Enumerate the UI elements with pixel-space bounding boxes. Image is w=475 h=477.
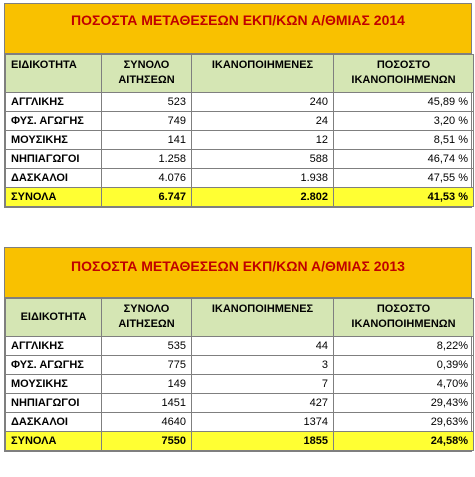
totals-percent: 24,58% [333,431,474,451]
table-row: ΜΟΥΣΙΚΗΣ 141 12 8,51 % [5,130,474,150]
cell-applications: 4640 [101,412,192,432]
cell-specialty: ΜΟΥΣΙΚΗΣ [5,374,102,394]
header-specialty: ΕΙΔΙΚΟΤΗΤΑ [5,54,102,93]
table-row: ΑΓΓΛΙΚΗΣ 523 240 45,89 % [5,92,474,112]
header-satisfied: ΙΚΑΝΟΠΟΙΗΜΕΝΕΣ [191,298,334,337]
totals-row: ΣΥΝΟΛΑ 6.747 2.802 41,53 % [5,187,474,207]
table-row: ΝΗΠΙΑΓΩΓΟΙ 1.258 588 46,74 % [5,149,474,169]
header-percent-line1: ΠΟΣΟΣΤΟ [376,59,431,71]
table-row: ΦΥΣ. ΑΓΩΓΗΣ 749 24 3,20 % [5,111,474,131]
totals-label: ΣΥΝΟΛΑ [5,187,102,207]
totals-satisfied: 2.802 [191,187,334,207]
table-title-2014: ΠΟΣΟΣΤΑ ΜΕΤΑΘΕΣΕΩΝ ΕΚΠ/ΚΩΝ Α/ΘΜΙΑΣ 2014 [5,4,471,54]
table-row: ΜΟΥΣΙΚΗΣ 149 7 4,70% [5,374,474,394]
table-2014: ΠΟΣΟΣΤΑ ΜΕΤΑΘΕΣΕΩΝ ΕΚΠ/ΚΩΝ Α/ΘΜΙΑΣ 2014 … [4,3,474,208]
header-total-line1: ΣΥΝΟΛΟ [123,59,170,71]
cell-percent: 47,55 % [333,168,474,188]
cell-applications: 749 [101,111,192,131]
cell-satisfied: 427 [191,393,334,413]
totals-label: ΣΥΝΟΛΑ [5,431,102,451]
cell-percent: 46,74 % [333,149,474,169]
cell-applications: 1.258 [101,149,192,169]
cell-specialty: ΜΟΥΣΙΚΗΣ [5,130,102,150]
cell-specialty: ΑΓΓΛΙΚΗΣ [5,336,102,356]
table-row: ΝΗΠΙΑΓΩΓΟΙ 1451 427 29,43% [5,393,474,413]
header-percent-line2: ΙΚΑΝΟΠΟΙΗΜΕΝΩΝ [351,318,456,330]
cell-specialty: ΝΗΠΙΑΓΩΓΟΙ [5,149,102,169]
cell-percent: 8,51 % [333,130,474,150]
totals-percent: 41,53 % [333,187,474,207]
header-total-line1: ΣΥΝΟΛΟ [123,303,170,315]
header-total-applications: ΣΥΝΟΛΟ ΑΙΤΗΣΕΩΝ [101,54,192,93]
cell-satisfied: 240 [191,92,334,112]
cell-applications: 149 [101,374,192,394]
cell-applications: 1451 [101,393,192,413]
header-percent: ΠΟΣΟΣΤΟ ΙΚΑΝΟΠΟΙΗΜΕΝΩΝ [333,54,474,93]
totals-satisfied: 1855 [191,431,334,451]
totals-row: ΣΥΝΟΛΑ 7550 1855 24,58% [5,431,474,451]
cell-applications: 535 [101,336,192,356]
cell-satisfied: 588 [191,149,334,169]
cell-percent: 4,70% [333,374,474,394]
cell-applications: 4.076 [101,168,192,188]
totals-applications: 6.747 [101,187,192,207]
table-2013: ΠΟΣΟΣΤΑ ΜΕΤΑΘΕΣΕΩΝ ΕΚΠ/ΚΩΝ Α/ΘΜΙΑΣ 2013 … [4,247,474,452]
table-title-2013: ΠΟΣΟΣΤΑ ΜΕΤΑΘΕΣΕΩΝ ΕΚΠ/ΚΩΝ Α/ΘΜΙΑΣ 2013 [5,248,471,298]
table-row: ΔΑΣΚΑΛΟΙ 4640 1374 29,63% [5,412,474,432]
cell-percent: 45,89 % [333,92,474,112]
header-row: ΕΙΔΙΚΟΤΗΤΑ ΣΥΝΟΛΟ ΑΙΤΗΣΕΩΝ ΙΚΑΝΟΠΟΙΗΜΕΝΕ… [5,54,474,93]
cell-specialty: ΦΥΣ. ΑΓΩΓΗΣ [5,111,102,131]
cell-specialty: ΑΓΓΛΙΚΗΣ [5,92,102,112]
cell-satisfied: 1374 [191,412,334,432]
header-satisfied: ΙΚΑΝΟΠΟΙΗΜΕΝΕΣ [191,54,334,93]
table-row: ΑΓΓΛΙΚΗΣ 535 44 8,22% [5,336,474,356]
totals-applications: 7550 [101,431,192,451]
cell-satisfied: 7 [191,374,334,394]
header-total-applications: ΣΥΝΟΛΟ ΑΙΤΗΣΕΩΝ [101,298,192,337]
cell-satisfied: 1.938 [191,168,334,188]
table-row: ΦΥΣ. ΑΓΩΓΗΣ 775 3 0,39% [5,355,474,375]
header-percent-line1: ΠΟΣΟΣΤΟ [376,303,431,315]
transfers-table-2013: ΕΙΔΙΚΟΤΗΤΑ ΣΥΝΟΛΟ ΑΙΤΗΣΕΩΝ ΙΚΑΝΟΠΟΙΗΜΕΝΕ… [5,298,474,451]
header-total-line2: ΑΙΤΗΣΕΩΝ [118,74,175,86]
cell-satisfied: 3 [191,355,334,375]
cell-percent: 29,63% [333,412,474,432]
cell-satisfied: 12 [191,130,334,150]
header-percent: ΠΟΣΟΣΤΟ ΙΚΑΝΟΠΟΙΗΜΕΝΩΝ [333,298,474,337]
transfers-table-2014: ΕΙΔΙΚΟΤΗΤΑ ΣΥΝΟΛΟ ΑΙΤΗΣΕΩΝ ΙΚΑΝΟΠΟΙΗΜΕΝΕ… [5,54,474,207]
cell-percent: 29,43% [333,393,474,413]
cell-satisfied: 44 [191,336,334,356]
cell-percent: 3,20 % [333,111,474,131]
header-row: ΕΙΔΙΚΟΤΗΤΑ ΣΥΝΟΛΟ ΑΙΤΗΣΕΩΝ ΙΚΑΝΟΠΟΙΗΜΕΝΕ… [5,298,474,337]
header-total-line2: ΑΙΤΗΣΕΩΝ [118,318,175,330]
cell-specialty: ΦΥΣ. ΑΓΩΓΗΣ [5,355,102,375]
header-specialty: ΕΙΔΙΚΟΤΗΤΑ [5,298,102,337]
cell-satisfied: 24 [191,111,334,131]
cell-applications: 775 [101,355,192,375]
header-percent-line2: ΙΚΑΝΟΠΟΙΗΜΕΝΩΝ [351,74,456,86]
cell-percent: 0,39% [333,355,474,375]
cell-percent: 8,22% [333,336,474,356]
cell-specialty: ΔΑΣΚΑΛΟΙ [5,412,102,432]
cell-applications: 141 [101,130,192,150]
cell-specialty: ΝΗΠΙΑΓΩΓΟΙ [5,393,102,413]
table-row: ΔΑΣΚΑΛΟΙ 4.076 1.938 47,55 % [5,168,474,188]
cell-applications: 523 [101,92,192,112]
cell-specialty: ΔΑΣΚΑΛΟΙ [5,168,102,188]
